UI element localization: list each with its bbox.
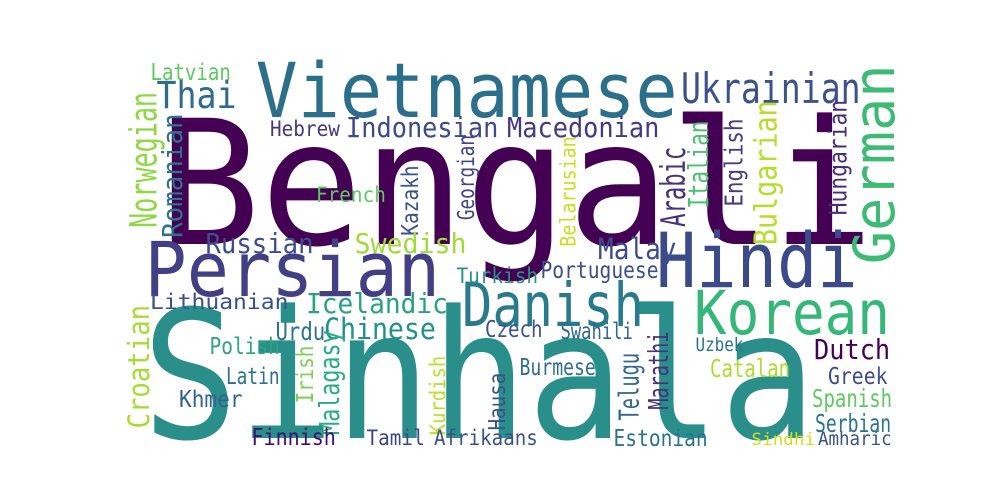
word-persian: Persian [143,226,440,314]
word-kurdish: Kurdish [425,355,450,435]
word-croatian: Croatian [122,304,157,429]
word-hungarian: Hungarian [823,99,853,216]
word-latin: Latin [225,363,280,390]
word-icelandic: Icelandic [305,288,448,320]
word-burmese: Burmese [519,354,596,381]
word-spanish: Spanish [812,383,893,413]
word-french: French [315,182,386,207]
word-greek: Greek [827,363,888,390]
word-russian: Russian [205,228,314,260]
word-marathi: Marathi [643,331,675,410]
word-sindhi: Sindhi [751,428,815,449]
word-hindi: Hindi [655,217,858,305]
word-sinhala: Sinhala [142,272,817,481]
word-bulgarian: Bulgarian [748,99,785,245]
word-urdu: Urdu [274,316,325,346]
word-bengali: Bengali [158,83,875,285]
word-chinese: Chinese [323,311,436,346]
word-dutch: Dutch [814,334,891,366]
word-czech: Czech [484,316,543,343]
word-swedish: Swedish [354,228,467,260]
word-tamil: Tamil [366,425,425,450]
word-macedonian: Macedonian [507,112,660,144]
word-telugu: Telugu [614,352,646,421]
word-amharic: Amharic [817,427,892,450]
word-thai: Thai [156,73,237,117]
word-korean: Korean [693,277,890,349]
word-turkish: Turkish [455,263,538,288]
word-italian: Italian [683,120,715,209]
word-belarusian: Belarusian [556,135,581,247]
word-finnish: Finnish [251,424,336,451]
word-swahili: Swahili [560,318,633,345]
word-hausa: Hausa [485,372,512,430]
word-romanian: Romanian [157,112,189,238]
word-malay: Malay [598,231,677,266]
word-georgian: Georgian [453,134,480,221]
word-latvian: Latvian [150,59,231,86]
word-english: English [719,118,749,207]
word-afrikaans: Afrikaans [433,425,538,450]
word-estonian: Estonian [613,425,708,452]
word-catalan: Catalan [710,353,791,383]
word-lithuanian: Lithuanian [149,289,289,314]
word-polish: Polish [209,333,280,360]
word-kazakh: Kazakh [397,164,424,236]
word-indonesian: Indonesian [346,112,499,144]
word-khmer: Khmer [178,386,243,413]
word-serbian: Serbian [815,408,892,438]
word-hebrew: Hebrew [269,116,340,141]
word-portuguese: Portuguese [540,257,659,284]
word-uzbek: Uzbek [694,333,743,356]
word-ukrainian: Ukrainian [680,64,861,113]
word-malagasy: Malagasy [314,329,346,435]
word-vietnamese: Vietnamese [254,47,678,135]
word-danish: Danish [461,269,644,341]
